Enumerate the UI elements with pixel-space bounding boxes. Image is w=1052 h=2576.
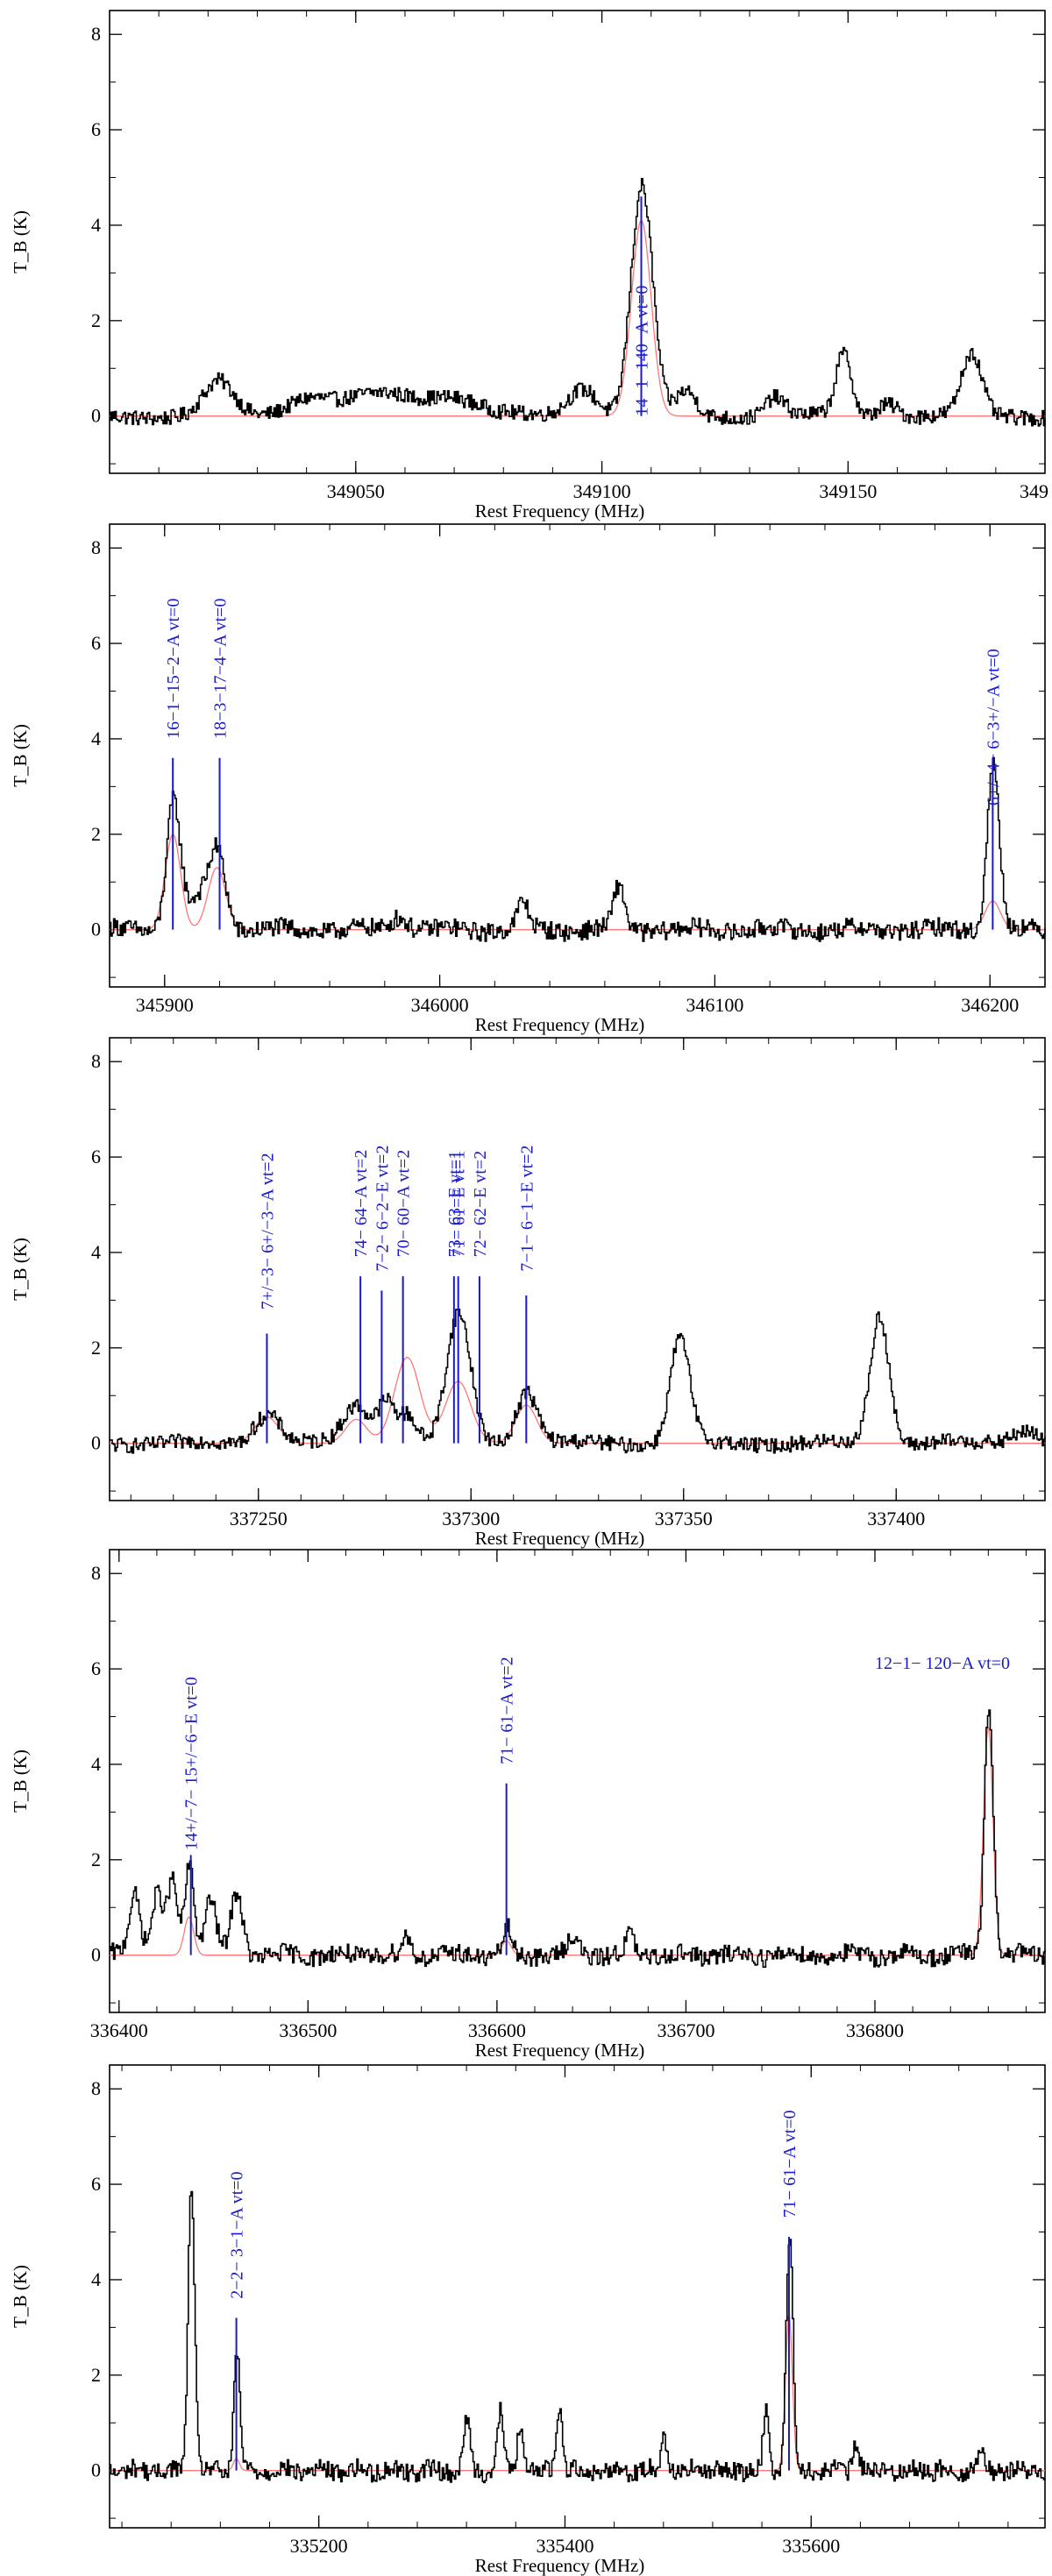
y-tick-label: 4 bbox=[91, 1241, 101, 1263]
y-tick-label: 2 bbox=[91, 2364, 101, 2386]
y-tick-label: 0 bbox=[91, 1944, 101, 1966]
x-tick-label: 337350 bbox=[655, 1508, 713, 1529]
x-tick-label: 335200 bbox=[290, 2535, 348, 2557]
chart-panel-3: 0 2 4 6 8 337250 337300 337350 337400 Rest Freque… bbox=[10, 1037, 1046, 1549]
x-tick-label: 346000 bbox=[411, 994, 469, 1016]
y-tick-label: 0 bbox=[91, 405, 101, 427]
y-tick-label: 8 bbox=[91, 2077, 101, 2099]
line-label: 18−3−17−4−A vt=0 bbox=[211, 599, 231, 739]
model-curve bbox=[110, 1357, 1045, 1444]
x-tick-label: 349 bbox=[1020, 480, 1048, 502]
y-tick-label: 2 bbox=[91, 1337, 101, 1359]
model-curve bbox=[110, 1726, 1045, 1956]
x-axis-title: Rest Frequency (MHz) bbox=[475, 500, 645, 522]
y-axis-title: T_B (K) bbox=[10, 210, 31, 273]
y-tick-label: 2 bbox=[91, 1849, 101, 1870]
model-curve bbox=[110, 2313, 1045, 2472]
spectrum-line bbox=[110, 756, 1046, 942]
chart-panel-5: 0 2 4 6 8 335200 335400 335600 Rest Frequency (M… bbox=[10, 2064, 1046, 2576]
x-tick-label: 346100 bbox=[686, 994, 743, 1016]
x-tick-label: 336800 bbox=[846, 2019, 904, 2041]
line-label: 6+/−4− 6−3+/−A vt=0 bbox=[984, 649, 1003, 805]
x-tick-label: 335600 bbox=[782, 2535, 840, 2557]
line-label-annotation: 12−1− 120−A vt=0 bbox=[875, 1654, 1010, 1673]
y-tick-label: 2 bbox=[91, 823, 101, 845]
y-axis-title: T_B (K) bbox=[10, 1238, 31, 1301]
line-label: 72− 62−E vt=2 bbox=[471, 1151, 490, 1258]
plot-frame bbox=[109, 2064, 1046, 2529]
x-axis-title: Rest Frequency (MHz) bbox=[475, 2555, 645, 2576]
y-tick-label: 2 bbox=[91, 309, 101, 331]
y-tick-label: 4 bbox=[91, 1753, 101, 1775]
y-tick-label: 6 bbox=[91, 118, 101, 140]
line-label: 7+/−3− 6+/−3−A vt=2 bbox=[258, 1153, 277, 1309]
x-tick-label: 337300 bbox=[442, 1508, 500, 1529]
y-tick-label: 6 bbox=[91, 632, 101, 654]
y-tick-label: 0 bbox=[91, 1432, 101, 1454]
line-label: 71− 61−A vt=0 bbox=[780, 2110, 800, 2218]
x-axis-title: Rest Frequency (MHz) bbox=[475, 1014, 645, 1035]
y-tick-label: 6 bbox=[91, 1657, 101, 1679]
plot-frame bbox=[109, 1549, 1046, 2013]
line-label: 73− 63−E vt=1 bbox=[445, 1151, 465, 1258]
x-tick-label: 335400 bbox=[536, 2535, 594, 2557]
y-tick-label: 8 bbox=[91, 23, 101, 45]
x-tick-label: 337250 bbox=[230, 1508, 288, 1529]
y-tick-label: 0 bbox=[91, 919, 101, 940]
x-tick-label: 336400 bbox=[90, 2019, 148, 2041]
y-tick-label: 4 bbox=[91, 214, 101, 236]
chart-panel-4: 0 2 4 6 8 336400 336500 336600 336700 336800 Rest … bbox=[10, 1549, 1046, 2061]
line-label: 7−1− 6−1−E vt=2 bbox=[517, 1146, 537, 1272]
y-tick-label: 6 bbox=[91, 2173, 101, 2195]
y-tick-label: 8 bbox=[91, 1562, 101, 1584]
line-label: 71− 61−A vt=2 bbox=[498, 1657, 517, 1764]
spectrum-line bbox=[110, 2190, 1046, 2484]
line-label: 14+/−7− 15+/−6−E vt=0 bbox=[182, 1677, 202, 1850]
x-tick-label: 336600 bbox=[468, 2019, 526, 2041]
x-tick-label: 345900 bbox=[136, 994, 194, 1016]
y-tick-label: 4 bbox=[91, 727, 101, 749]
model-curve bbox=[110, 833, 1045, 931]
y-tick-label: 6 bbox=[91, 1146, 101, 1167]
y-tick-label: 4 bbox=[91, 2268, 101, 2290]
y-axis-title: T_B (K) bbox=[10, 2265, 31, 2328]
spectrum-line bbox=[110, 1709, 1046, 1969]
x-axis-title: Rest Frequency (MHz) bbox=[475, 2040, 645, 2061]
y-tick-label: 8 bbox=[91, 1050, 101, 1072]
y-axis-title: T_B (K) bbox=[10, 724, 31, 787]
x-axis-title: Rest Frequency (MHz) bbox=[475, 1528, 645, 1549]
spectrum-line bbox=[110, 178, 1046, 427]
line-label: 2−2− 3−1−A vt=0 bbox=[228, 2171, 247, 2298]
x-tick-label: 349100 bbox=[573, 480, 631, 502]
line-label: 74− 64−A vt=2 bbox=[352, 1150, 371, 1258]
line-label: 71− 61−E vt=1 bbox=[450, 1151, 469, 1258]
chart-panel-2: 0 2 4 6 8 345900 346000 346100 346200 Rest Freque… bbox=[10, 523, 1046, 1035]
y-tick-label: 0 bbox=[91, 2459, 101, 2481]
x-tick-label: 349150 bbox=[819, 480, 877, 502]
spectrum-line bbox=[110, 1309, 1046, 1454]
plot-frame bbox=[109, 523, 1046, 988]
x-tick-label: 336500 bbox=[279, 2019, 337, 2041]
line-label: 70− 60−A vt=2 bbox=[394, 1150, 414, 1258]
chart-panel-1: 0 2 4 6 8 349050 349100 349150 349 Rest Frequency… bbox=[10, 10, 1048, 522]
x-tick-label: 346200 bbox=[961, 994, 1019, 1016]
plot-frame bbox=[109, 10, 1046, 474]
line-label: 14−1−140−A vt=0 bbox=[633, 286, 652, 416]
line-label: 7−2− 6−2−E vt=2 bbox=[373, 1146, 392, 1272]
y-tick-label: 8 bbox=[91, 536, 101, 558]
y-axis-title: T_B (K) bbox=[10, 1749, 31, 1813]
x-tick-label: 349050 bbox=[327, 480, 385, 502]
line-label: 16−1−15−2−A vt=0 bbox=[164, 599, 183, 739]
plot-frame bbox=[109, 1037, 1046, 1501]
x-tick-label: 336700 bbox=[657, 2019, 714, 2041]
x-tick-label: 337400 bbox=[867, 1508, 925, 1529]
